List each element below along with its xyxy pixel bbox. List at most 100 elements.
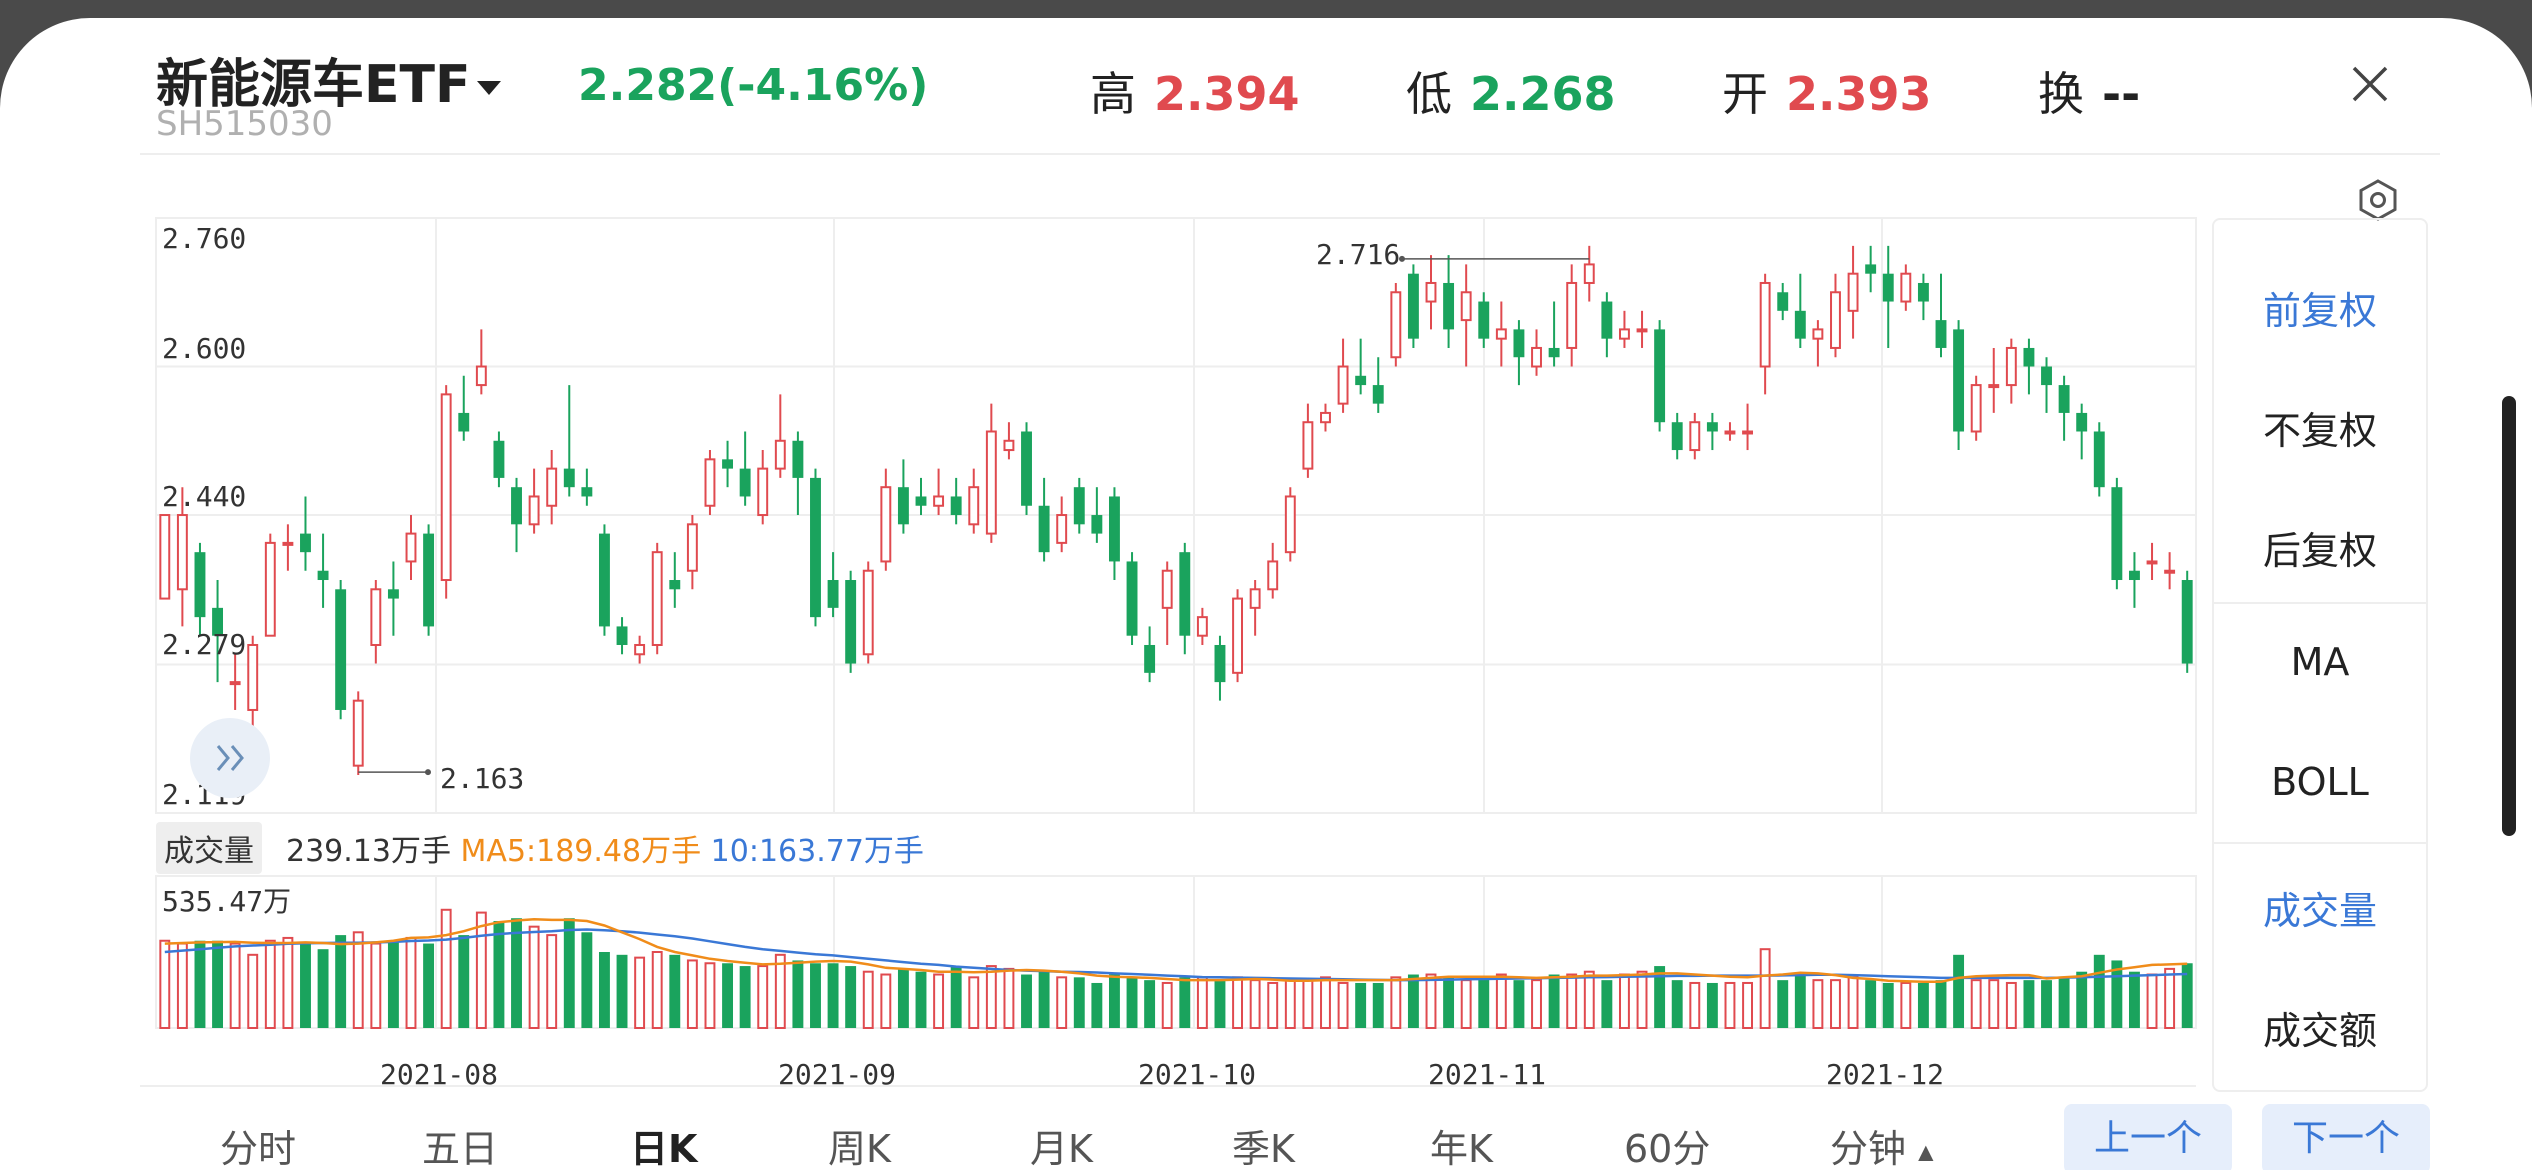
adjust-forward[interactable]: 前复权 — [2262, 289, 2377, 333]
candle-body — [1865, 264, 1877, 274]
tab-minute[interactable]: 分钟 ▲ — [1830, 1118, 1934, 1170]
candle-body — [2146, 560, 2158, 565]
close-icon[interactable] — [2348, 62, 2392, 106]
candle-body — [247, 643, 259, 711]
max-marker-label: 2.716 — [1316, 238, 1401, 271]
high-label: 高 — [1090, 67, 1136, 121]
candle-body — [1073, 487, 1085, 525]
tab-intraday[interactable]: 分时 — [220, 1127, 297, 1170]
volume-bar — [985, 965, 997, 1030]
scrollbar[interactable] — [2502, 396, 2516, 836]
candle-body — [2005, 346, 2017, 387]
candle-body — [739, 468, 751, 497]
volume-bar — [1671, 980, 1683, 1028]
candle-body — [1038, 505, 1050, 553]
volume-bar — [1320, 976, 1331, 1029]
candle-body — [1091, 515, 1103, 534]
volume-bar — [1566, 973, 1578, 1029]
candle-body — [1970, 384, 1982, 433]
max-marker-dot — [1399, 255, 1405, 262]
volume-bar — [862, 970, 874, 1029]
candle-body — [1478, 301, 1490, 339]
volume-bar — [1830, 979, 1841, 1029]
candle-body — [845, 580, 857, 664]
kline-chart[interactable] — [0, 18, 2532, 1170]
candle-body — [1742, 430, 1754, 435]
candle-body — [1284, 495, 1296, 554]
candle-body — [176, 514, 188, 591]
volume-bar — [1144, 980, 1156, 1028]
candle-body — [1812, 328, 1824, 340]
volume-bar — [1654, 966, 1666, 1028]
volume-bar — [370, 942, 382, 1029]
volume-bar — [458, 935, 470, 1028]
candle-body — [810, 477, 821, 618]
volume-bar — [810, 963, 821, 1028]
candle-body — [2164, 569, 2176, 574]
candle-body — [335, 589, 347, 710]
volume-bar — [1953, 954, 1965, 1028]
tab-60min[interactable]: 60分 — [1624, 1127, 1711, 1170]
candle-body — [458, 412, 470, 432]
volume-label: 成交量 — [156, 822, 262, 874]
adjust-backward[interactable]: 后复权 — [2262, 529, 2377, 573]
candle-body — [493, 440, 505, 478]
volume-bar — [915, 971, 927, 1028]
candle-body — [1126, 561, 1138, 636]
volume-bars — [159, 908, 2193, 1030]
tab-five-day[interactable]: 五日 — [422, 1127, 499, 1170]
volume-bar — [2076, 971, 2088, 1028]
expand-button[interactable] — [190, 718, 270, 798]
indicator-boll[interactable]: BOLL — [2271, 760, 2369, 804]
candle-body — [1689, 421, 1701, 452]
candle-body — [511, 487, 522, 525]
stock-name: 新能源车ETF — [156, 55, 471, 115]
candle-body — [475, 365, 487, 387]
turnover-value: -- — [2102, 67, 2141, 121]
indicator-ma[interactable]: MA — [2290, 640, 2350, 684]
candle-body — [704, 458, 716, 507]
y-tick: 2.600 — [162, 332, 247, 365]
indicator-volume[interactable]: 成交量 — [2262, 889, 2377, 933]
adjust-none[interactable]: 不复权 — [2262, 409, 2377, 453]
tab-weekly-k[interactable]: 周K — [828, 1127, 891, 1170]
date-label: 2021-08 — [380, 1058, 499, 1091]
volume-bar — [1865, 980, 1877, 1028]
low-value: 2.268 — [1470, 67, 1616, 121]
tab-yearly-k[interactable]: 年K — [1430, 1127, 1493, 1170]
volume-bar — [423, 943, 435, 1028]
indicator-amount[interactable]: 成交额 — [2262, 1009, 2377, 1053]
candle-body — [757, 467, 769, 517]
candle-body — [1513, 329, 1525, 358]
candle-body — [792, 440, 804, 478]
volume-bar — [1970, 979, 1982, 1029]
volume-bar — [2041, 980, 2052, 1028]
stat-open: 开 2.393 — [1722, 58, 1932, 124]
volume-bar — [1161, 981, 1173, 1029]
candle-body — [387, 589, 399, 599]
stat-low: 低 2.268 — [1406, 58, 1616, 124]
tab-quarterly-k[interactable]: 季K — [1232, 1127, 1295, 1170]
volume-bar — [1355, 982, 1367, 1028]
volume-bar — [1988, 979, 2000, 1029]
volume-bar — [2128, 971, 2140, 1028]
extreme-markers — [358, 255, 1590, 776]
volume-bar — [2005, 981, 2017, 1029]
y-tick: 2.760 — [162, 222, 247, 255]
y-tick: 2.440 — [162, 480, 247, 513]
candle-body — [1583, 263, 1595, 284]
tab-monthly-k[interactable]: 月K — [1030, 1127, 1093, 1170]
volume-bar — [1073, 977, 1085, 1028]
tab-daily-k[interactable]: 日K — [630, 1127, 698, 1170]
candle-body — [880, 486, 892, 563]
candle-body — [1618, 328, 1630, 340]
volume-bar — [1882, 982, 1894, 1028]
volume-bar — [1742, 981, 1754, 1029]
stock-selector[interactable]: 新能源车ETF — [156, 42, 501, 117]
volume-bar — [2058, 977, 2070, 1028]
next-button[interactable]: 下一个 — [2262, 1104, 2430, 1170]
volume-bar — [1706, 982, 1718, 1028]
prev-button[interactable]: 上一个 — [2064, 1104, 2232, 1170]
candle-body — [1724, 430, 1736, 435]
